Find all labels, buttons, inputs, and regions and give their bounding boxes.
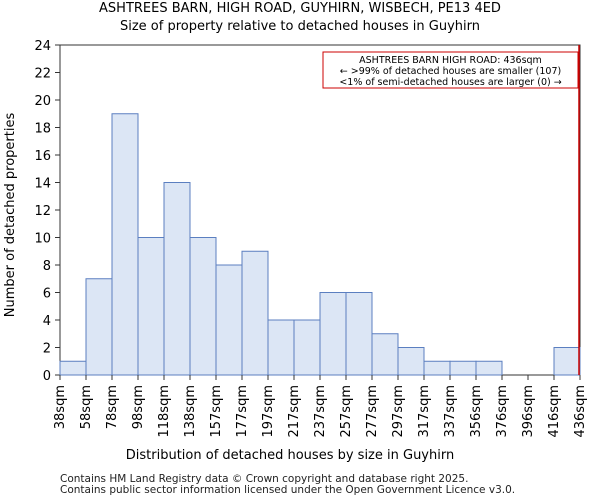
- bar: [215, 264, 243, 376]
- x-tick-label: 416sqm: [547, 385, 562, 438]
- x-tick-label: 396sqm: [521, 385, 536, 438]
- x-tick-label: 337sqm: [443, 385, 458, 438]
- x-tick-label: 436sqm: [573, 385, 588, 438]
- y-tick-label: 10: [34, 232, 51, 247]
- bar: [267, 319, 295, 376]
- y-tick-label: 6: [43, 287, 51, 302]
- x-tick-label: 138sqm: [183, 385, 198, 438]
- y-tick-label: 22: [34, 67, 51, 82]
- y-tick-label: 18: [34, 122, 51, 137]
- footer-line-2: Contains public sector information licen…: [60, 484, 516, 496]
- y-tick-label: 2: [43, 342, 51, 357]
- bar: [137, 237, 165, 376]
- bar: [241, 250, 269, 376]
- x-tick-label: 277sqm: [365, 385, 380, 438]
- bar: [423, 360, 451, 376]
- x-tick-label: 118sqm: [157, 385, 172, 438]
- x-tick-label: 38sqm: [53, 385, 68, 429]
- bar: [111, 113, 139, 376]
- x-tick-label: 297sqm: [391, 385, 406, 438]
- annotation-line: ← >99% of detached houses are smaller (1…: [340, 66, 561, 77]
- annotation-line: ASHTREES BARN HIGH ROAD: 436sqm: [359, 55, 542, 66]
- footer-line-1: Contains HM Land Registry data © Crown c…: [60, 473, 469, 485]
- y-axis-label: Number of detached properties: [3, 113, 18, 318]
- chart-subtitle: Size of property relative to detached ho…: [119, 19, 480, 34]
- x-tick-label: 317sqm: [417, 385, 432, 438]
- y-tick-label: 0: [43, 369, 51, 384]
- bar: [59, 360, 87, 376]
- bar: [293, 319, 321, 376]
- x-axis-label: Distribution of detached houses by size …: [126, 448, 454, 463]
- bar: [345, 292, 373, 376]
- bar: [163, 182, 191, 376]
- x-tick-label: 237sqm: [313, 385, 328, 438]
- y-tick-label: 20: [34, 94, 51, 109]
- bar: [397, 347, 425, 376]
- x-tick-label: 217sqm: [287, 385, 302, 438]
- bar: [319, 292, 347, 376]
- x-tick-label: 257sqm: [339, 385, 354, 438]
- annotation-box: [322, 51, 579, 89]
- annotation-line: <1% of semi-detached houses are larger (…: [339, 77, 561, 88]
- y-tick-label: 8: [43, 259, 51, 274]
- y-tick-label: 16: [34, 149, 51, 164]
- bar: [371, 333, 399, 376]
- x-tick-label: 177sqm: [235, 385, 250, 438]
- bar: [449, 360, 477, 376]
- x-tick-label: 376sqm: [495, 385, 510, 438]
- y-tick-label: 14: [34, 177, 51, 192]
- y-tick-label: 4: [43, 314, 51, 329]
- x-tick-label: 157sqm: [209, 385, 224, 438]
- chart-title: ASHTREES BARN, HIGH ROAD, GUYHIRN, WISBE…: [99, 1, 501, 16]
- x-tick-label: 78sqm: [105, 385, 120, 429]
- bar: [553, 347, 581, 376]
- y-tick-label: 24: [34, 39, 51, 54]
- x-tick-label: 356sqm: [469, 385, 484, 438]
- x-tick-label: 98sqm: [131, 385, 146, 429]
- y-tick-label: 12: [34, 204, 51, 219]
- bar: [189, 237, 217, 376]
- x-tick-label: 58sqm: [79, 385, 94, 429]
- bar: [475, 360, 503, 376]
- x-tick-label: 197sqm: [261, 385, 276, 438]
- bar: [85, 278, 113, 376]
